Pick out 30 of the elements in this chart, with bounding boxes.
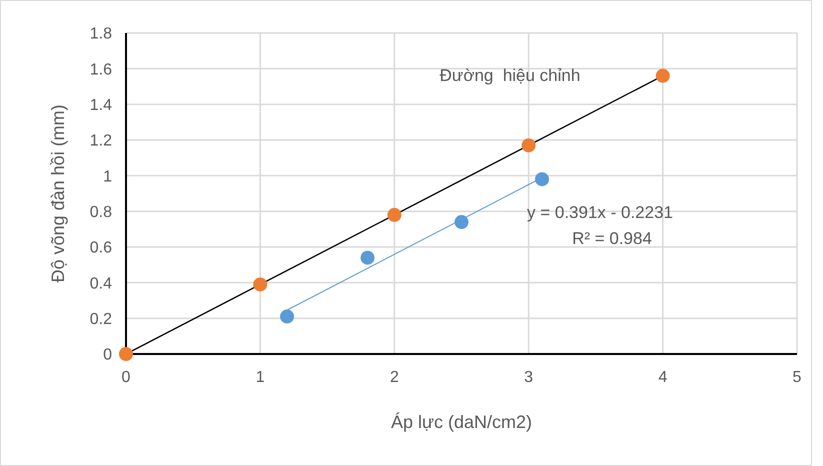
y-tick-label: 1	[103, 168, 112, 186]
point	[280, 310, 294, 324]
x-tick-label: 2	[390, 369, 399, 386]
y-tick-label: 1.8	[90, 26, 112, 43]
x-axis-title: Áp lực (daN/cm2)	[390, 412, 532, 432]
y-tick-label: 0.4	[90, 275, 112, 292]
point	[253, 277, 268, 292]
point	[656, 68, 670, 83]
point	[535, 172, 550, 186]
x-tick-label: 5	[792, 369, 802, 386]
annotation: y = 0.391x - 0.2231	[526, 202, 674, 222]
y-tick-label: 0.6	[90, 240, 112, 257]
point	[119, 347, 133, 361]
y-tick-label: 1.6	[90, 61, 112, 78]
x-tick-label: 3	[524, 369, 534, 386]
annotation: R² = 0.984	[572, 228, 652, 248]
point	[522, 138, 536, 152]
y-tick-label: 1.4	[90, 96, 112, 114]
point	[360, 250, 375, 265]
annotation: Đường hiệu chỉnh	[440, 66, 580, 85]
x-tick-label: 1	[256, 369, 265, 386]
y-tick-label: 0.8	[90, 204, 112, 221]
point	[454, 215, 468, 230]
x-tick-label: 4	[658, 369, 668, 386]
y-axis-title: Độ võng đàn hồi (mm)	[48, 104, 68, 283]
y-tick-label: 0.2	[90, 310, 112, 328]
point	[387, 208, 402, 222]
x-tick-label: 0	[122, 369, 131, 386]
y-tick-label: 1.2	[90, 132, 112, 150]
y-tick-label: 0	[103, 346, 112, 364]
